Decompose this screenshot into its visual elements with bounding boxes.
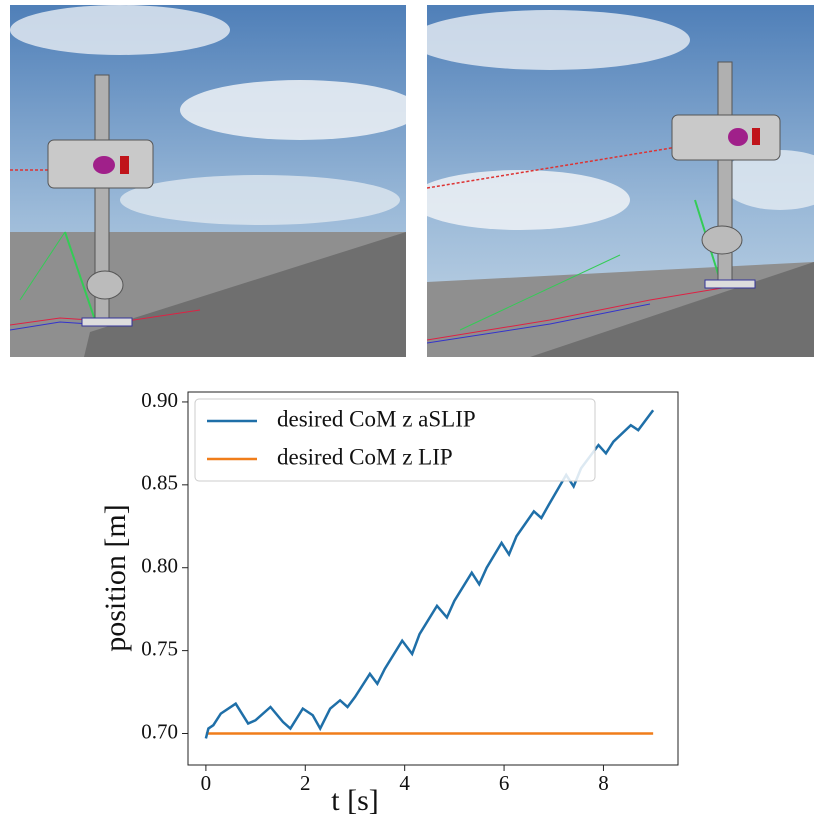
x-tick-label: 6: [499, 771, 510, 795]
simulation-image-left: [10, 5, 406, 357]
x-tick-label: 8: [598, 771, 609, 795]
y-tick-label: 0.70: [141, 719, 178, 743]
y-axis-label: position [m]: [99, 504, 132, 652]
x-tick-label: 4: [399, 771, 410, 795]
y-tick-label: 0.80: [141, 554, 178, 578]
y-tick-label: 0.90: [141, 388, 178, 412]
legend-label: desired CoM z LIP: [277, 444, 453, 469]
x-axis-label: t [s]: [331, 784, 379, 817]
simulation-image-right: [427, 5, 814, 357]
plot-frame: [187, 391, 679, 766]
legend-box: [194, 398, 596, 482]
x-tick-label: 0: [201, 771, 212, 795]
x-tick-label: 2: [300, 771, 311, 795]
legend-label: desired CoM z aSLIP: [277, 406, 476, 431]
y-tick-label: 0.85: [141, 471, 178, 495]
y-tick-label: 0.75: [141, 636, 178, 660]
